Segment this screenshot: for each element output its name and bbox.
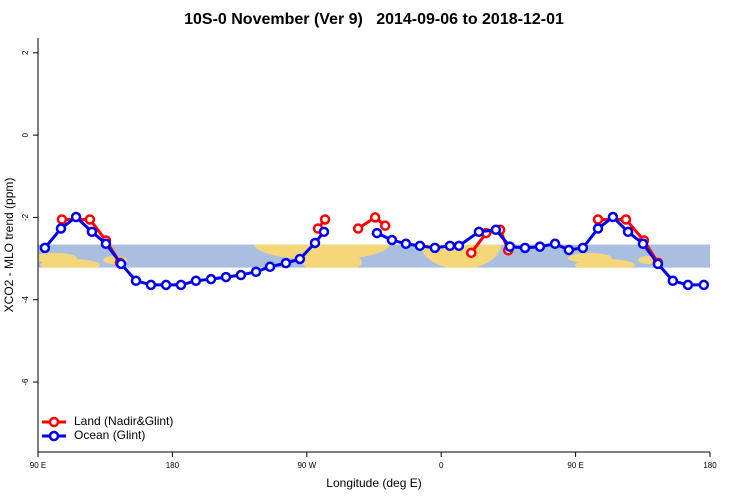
data-point <box>414 240 426 252</box>
data-point <box>160 279 172 291</box>
x-tick-label: 0 <box>439 461 444 470</box>
data-point <box>534 241 546 252</box>
data-point <box>318 226 330 238</box>
continent <box>421 244 501 268</box>
x-tick-label: 180 <box>166 461 180 470</box>
data-point <box>369 212 381 223</box>
data-point <box>264 261 276 273</box>
data-point <box>55 223 67 234</box>
data-point <box>490 224 502 236</box>
data-point <box>473 226 485 238</box>
data-point <box>620 214 632 225</box>
y-tick-label: -6 <box>21 378 30 386</box>
data-point <box>84 214 96 225</box>
data-point <box>86 226 98 238</box>
data-point <box>379 220 391 231</box>
data-point <box>682 279 694 291</box>
data-point <box>504 241 516 252</box>
x-tick-label: 180 <box>703 461 717 470</box>
data-point <box>175 279 187 291</box>
data-point <box>577 242 589 254</box>
data-point <box>294 253 306 265</box>
data-point <box>519 242 531 254</box>
data-point <box>592 214 604 225</box>
y-tick-label: 2 <box>21 50 30 55</box>
x-tick-label: 90 E <box>567 461 583 470</box>
data-point <box>466 247 477 259</box>
data-point <box>667 275 679 287</box>
data-point <box>309 237 321 249</box>
data-point <box>190 275 202 287</box>
legend-marker <box>48 416 60 428</box>
data-point <box>400 238 412 250</box>
data-point <box>652 258 664 270</box>
chart-title: 10S-0 November (Ver 9) 2014-09-06 to 201… <box>184 11 564 28</box>
data-point <box>145 279 157 291</box>
data-point <box>205 273 217 285</box>
data-point <box>319 214 331 225</box>
data-point <box>352 223 364 234</box>
data-point <box>70 211 82 223</box>
y-tick-label: 0 <box>21 132 30 137</box>
data-point <box>56 214 68 225</box>
y-tick-label: -4 <box>21 296 30 304</box>
data-point <box>280 257 292 269</box>
data-point <box>637 238 649 250</box>
legend-marker <box>48 430 60 442</box>
data-point <box>220 271 232 283</box>
data-point <box>563 244 575 256</box>
data-point <box>444 240 456 252</box>
data-point <box>115 258 127 270</box>
legend-label: Land (Nadir&Glint) <box>74 414 173 428</box>
data-point <box>39 242 51 254</box>
data-point <box>371 227 383 239</box>
continent <box>40 259 100 268</box>
data-point <box>453 240 465 252</box>
x-axis-label: Longitude (deg E) <box>326 476 421 490</box>
x-tick-label: 90 W <box>297 461 316 470</box>
data-point <box>235 269 247 281</box>
data-point <box>429 242 441 254</box>
continent <box>302 252 362 268</box>
x-tick-label: 90 E <box>30 461 46 470</box>
data-point <box>549 238 561 250</box>
continents <box>38 244 662 268</box>
data-point <box>607 211 619 223</box>
y-tick-label: -2 <box>21 213 30 221</box>
data-point <box>130 275 142 287</box>
data-point <box>622 226 634 238</box>
data-point <box>592 223 604 234</box>
legend-label: Ocean (Glint) <box>74 428 145 442</box>
y-axis-label: XCO2 - MLO trend (ppm) <box>2 178 16 313</box>
data-point <box>100 238 112 250</box>
data-point <box>386 234 398 246</box>
data-point <box>250 266 262 277</box>
data-point <box>698 279 710 291</box>
continent <box>575 259 635 268</box>
